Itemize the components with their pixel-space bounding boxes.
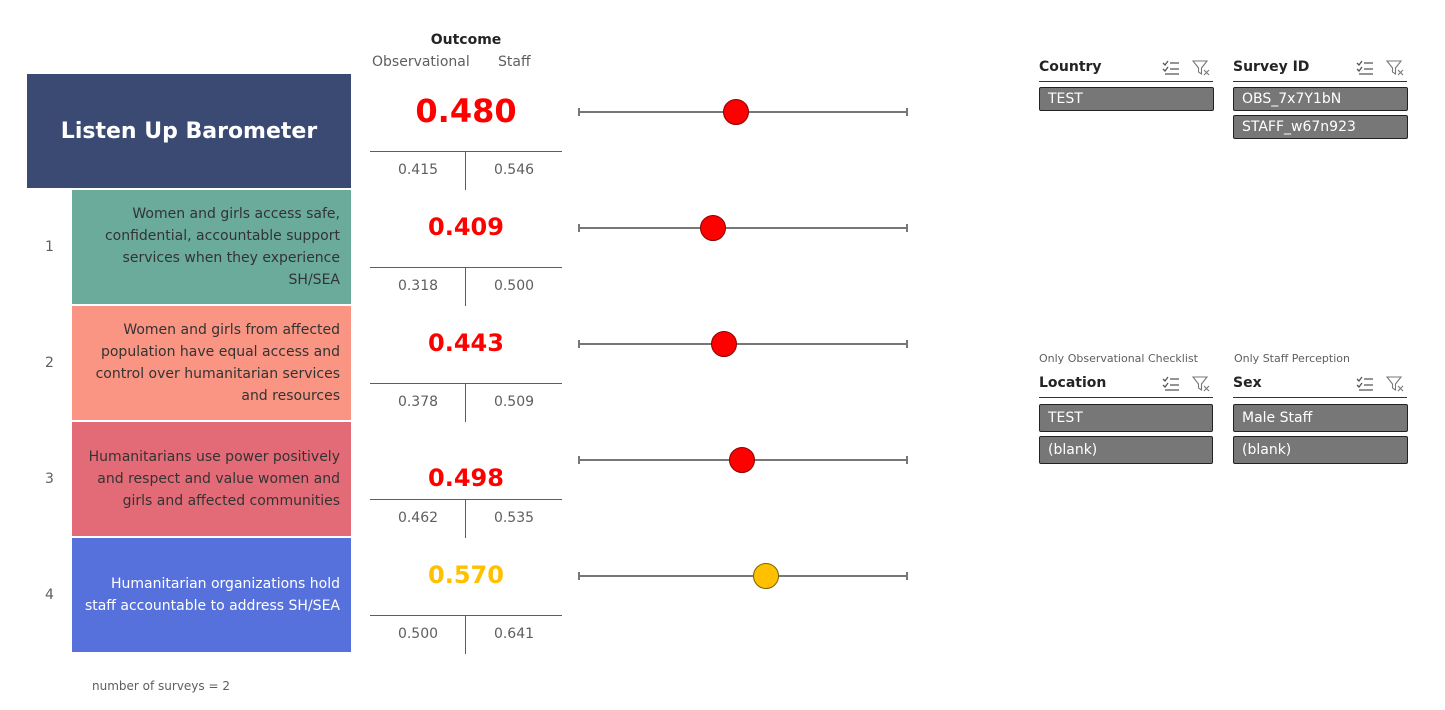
divider (370, 267, 562, 268)
observational-header: Observational (372, 54, 470, 70)
staff-header: Staff (498, 54, 531, 70)
pillar-2-observational: 0.378 (397, 394, 439, 410)
location-option-blank[interactable]: (blank) (1039, 436, 1213, 464)
location-note: Only Observational Checklist (1039, 352, 1198, 365)
pillar-number: 2 (45, 355, 54, 371)
divider (1233, 81, 1407, 82)
pillar-3-text: Humanitarians use power positively and r… (88, 449, 340, 509)
pillar-2-text: Women and girls from affected population… (95, 322, 340, 404)
select-all-icon[interactable] (1162, 60, 1180, 76)
overall-observational: 0.415 (397, 162, 439, 178)
pillar-4-staff: 0.641 (493, 626, 535, 642)
overall-staff: 0.546 (493, 162, 535, 178)
title-banner: Listen Up Barometer (27, 74, 351, 188)
gauge-cap (906, 340, 908, 348)
divider (370, 151, 562, 152)
divider (465, 268, 466, 306)
gauge-cap (578, 572, 580, 580)
divider (370, 499, 562, 500)
pillar-3-gauge-marker (729, 447, 756, 473)
pillar-2-gauge-marker (711, 331, 738, 357)
clear-filter-icon[interactable] (1192, 60, 1210, 76)
country-slicer-title: Country (1039, 59, 1102, 75)
pillar-3-staff: 0.535 (493, 510, 535, 526)
gauge-cap (906, 456, 908, 464)
pillar-2-score: 0.443 (428, 329, 504, 357)
pillar-4-card: Humanitarian organizations hold staff ac… (72, 538, 351, 652)
pillar-1-text: Women and girls access safe, confidentia… (104, 206, 340, 288)
sex-option-blank[interactable]: (blank) (1233, 436, 1408, 464)
survey-count: number of surveys = 2 (92, 679, 230, 693)
divider (1039, 81, 1213, 82)
divider (465, 500, 466, 538)
country-option-test[interactable]: TEST (1039, 87, 1214, 111)
pillar-4-gauge (578, 575, 908, 577)
pillar-number: 4 (45, 587, 54, 603)
divider (370, 383, 562, 384)
pillar-number: 3 (45, 471, 54, 487)
page-title: Listen Up Barometer (60, 118, 318, 144)
gauge-cap (906, 108, 908, 116)
select-all-icon[interactable] (1162, 376, 1180, 392)
select-all-icon[interactable] (1356, 60, 1374, 76)
pillar-3-score: 0.498 (428, 464, 504, 492)
pillar-1-gauge-marker (699, 215, 726, 241)
pillar-2-staff: 0.509 (493, 394, 535, 410)
pillar-1-observational: 0.318 (397, 278, 439, 294)
gauge-cap (578, 456, 580, 464)
gauge-cap (578, 108, 580, 116)
clear-filter-icon[interactable] (1386, 376, 1404, 392)
sex-option-male-staff[interactable]: Male Staff (1233, 404, 1408, 432)
pillar-2-card: Women and girls from affected population… (72, 306, 351, 420)
pillar-4-score: 0.570 (428, 561, 504, 589)
gauge-cap (578, 224, 580, 232)
clear-filter-icon[interactable] (1192, 376, 1210, 392)
sex-slicer-title: Sex (1233, 375, 1262, 391)
divider (1039, 397, 1213, 398)
survey-id-option-staff[interactable]: STAFF_w67n923 (1233, 115, 1408, 139)
location-option-test[interactable]: TEST (1039, 404, 1213, 432)
gauge-cap (578, 340, 580, 348)
pillar-3-observational: 0.462 (397, 510, 439, 526)
pillar-2-gauge (578, 343, 908, 345)
pillar-4-gauge-marker (753, 563, 780, 589)
divider (370, 615, 562, 616)
divider (1233, 397, 1407, 398)
overall-score: 0.480 (415, 92, 517, 130)
pillar-number: 1 (45, 239, 54, 255)
divider (465, 616, 466, 654)
location-slicer-title: Location (1039, 375, 1107, 391)
divider (465, 152, 466, 190)
pillar-4-observational: 0.500 (397, 626, 439, 642)
pillar-1-staff: 0.500 (493, 278, 535, 294)
survey-id-option-obs[interactable]: OBS_7x7Y1bN (1233, 87, 1408, 111)
pillar-1-gauge (578, 227, 908, 229)
sex-note: Only Staff Perception (1234, 352, 1350, 365)
pillar-1-card: Women and girls access safe, confidentia… (72, 190, 351, 304)
pillar-4-text: Humanitarian organizations hold staff ac… (84, 576, 340, 614)
outcome-header: Outcome (430, 32, 502, 48)
divider (465, 384, 466, 422)
pillar-3-card: Humanitarians use power positively and r… (72, 422, 351, 536)
gauge-cap (906, 572, 908, 580)
select-all-icon[interactable] (1356, 376, 1374, 392)
gauge-cap (906, 224, 908, 232)
pillar-1-score: 0.409 (428, 213, 504, 241)
clear-filter-icon[interactable] (1386, 60, 1404, 76)
overall-gauge-marker (723, 99, 750, 125)
survey-id-slicer-title: Survey ID (1233, 59, 1310, 75)
